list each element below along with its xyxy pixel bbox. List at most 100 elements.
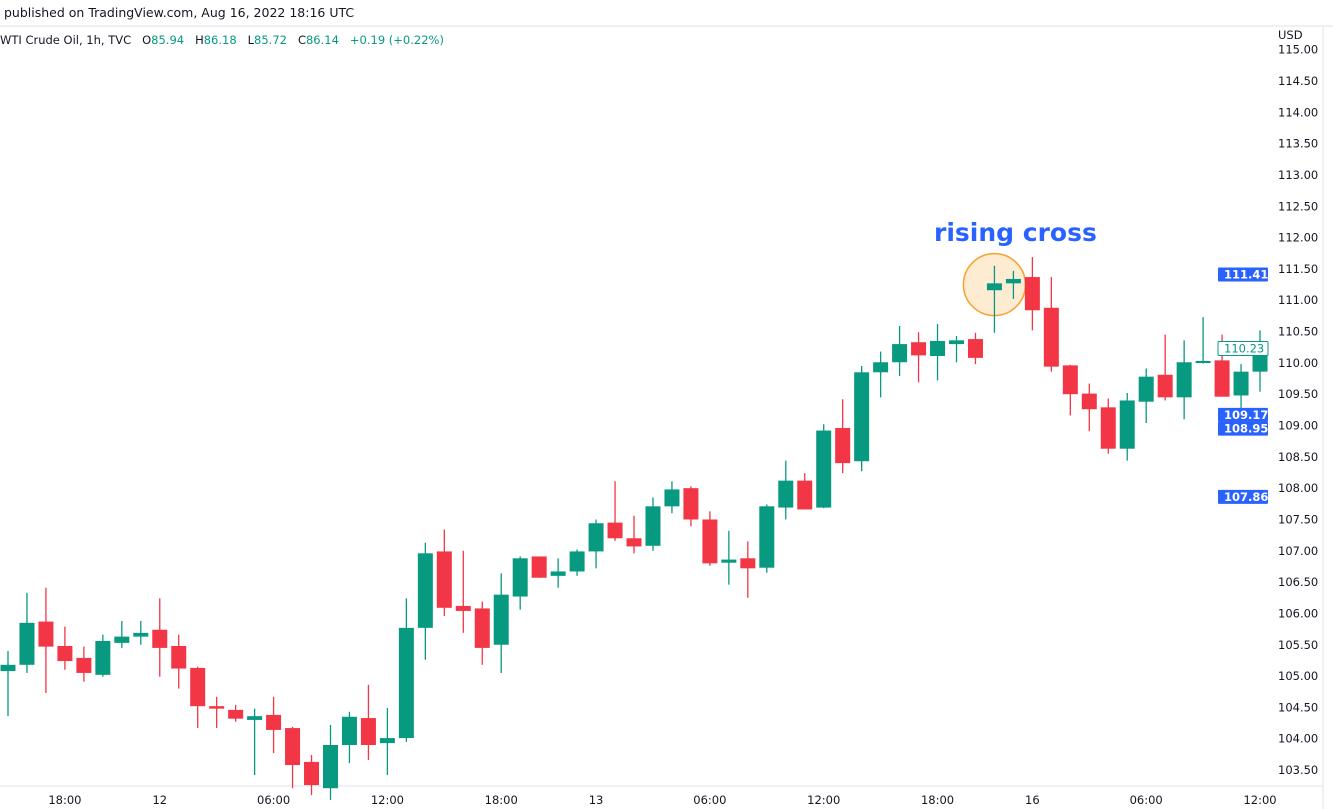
candle: [379, 708, 395, 776]
candle: [1195, 317, 1211, 364]
candle-body: [1043, 307, 1059, 367]
candle: [683, 486, 699, 527]
price-label-text: 107.86: [1224, 490, 1268, 504]
candle: [892, 325, 908, 377]
candle-body: [379, 738, 395, 744]
price-tick-label: 113.50: [1278, 137, 1318, 151]
candle-body: [854, 372, 870, 462]
candle: [835, 399, 851, 474]
candle-body: [304, 761, 320, 786]
currency-label: USD: [1278, 28, 1303, 42]
candle: [247, 708, 263, 776]
candle-body: [247, 716, 263, 720]
candle-body: [588, 523, 604, 552]
candle-body: [1233, 371, 1249, 396]
time-axis[interactable]: 18:00 12 06:00 12:00 18:00 13 06:00 12:00 18:00 1…: [48, 793, 1276, 807]
price-tick-label: 112.50: [1278, 199, 1318, 213]
candle-body: [778, 480, 794, 508]
price-tick-label: 105.00: [1278, 669, 1318, 683]
annotation-text: rising cross: [934, 218, 1097, 247]
candle-body: [683, 488, 699, 520]
candle-body: [57, 646, 73, 662]
candle: [152, 598, 168, 677]
candle: [1176, 340, 1192, 420]
candle-body: [76, 657, 92, 673]
candle-body: [493, 594, 509, 645]
price-tick-label: 111.50: [1278, 262, 1318, 276]
candle: [190, 666, 206, 729]
price-tick-label: 114.50: [1278, 74, 1318, 88]
time-tick-label: 06:00: [257, 793, 290, 807]
candle-body: [360, 718, 376, 745]
price-tick-label: 108.50: [1278, 450, 1318, 464]
candle-body: [95, 641, 111, 675]
candle: [1119, 392, 1135, 461]
candle-body: [417, 553, 433, 628]
price-label: 108.95: [1218, 421, 1268, 436]
candle: [967, 332, 983, 365]
candle-body: [1195, 361, 1211, 364]
price-tick-label: 110.50: [1278, 325, 1318, 339]
candle-body: [892, 344, 908, 363]
open-value: 85.94: [151, 33, 185, 47]
candle-body: [1214, 360, 1230, 397]
candle: [588, 519, 604, 569]
candle-body: [949, 340, 964, 345]
candle: [550, 558, 566, 588]
candle-body: [436, 551, 452, 608]
price-tick-label: 107.50: [1278, 512, 1318, 526]
candle-body: [1024, 277, 1040, 311]
candle: [721, 530, 737, 585]
candle: [1081, 383, 1097, 432]
candle-body: [322, 744, 338, 789]
candle: [209, 696, 225, 729]
time-tick-label: 18:00: [48, 793, 81, 807]
candle: [76, 646, 92, 682]
candle: [854, 366, 870, 472]
close-label: C: [297, 33, 306, 47]
candle-body: [1138, 376, 1154, 402]
time-tick-label: 06:00: [1130, 793, 1163, 807]
candle: [38, 587, 54, 693]
price-label: 110.23: [1217, 340, 1269, 356]
candle-body: [1100, 407, 1116, 449]
candle-body: [228, 709, 244, 719]
price-tick-label: 109.00: [1278, 419, 1318, 433]
candle-body: [740, 558, 756, 569]
top-bar: published on TradingView.com, Aug 16, 20…: [0, 0, 1333, 27]
candle: [341, 711, 357, 764]
price-tick-label: 110.00: [1278, 356, 1318, 370]
candle-body: [626, 538, 642, 547]
candle: [114, 620, 130, 648]
low-value: 85.72: [254, 33, 287, 47]
time-tick-label: 12:00: [371, 793, 404, 807]
candle: [285, 726, 301, 789]
candle: [398, 598, 414, 742]
price-axis[interactable]: 103.50 104.00 104.50 105.00 105.50 106.00 106.…: [1278, 43, 1318, 777]
price-tick-label: 106.50: [1278, 575, 1318, 589]
candle-body: [797, 480, 813, 510]
price-label-text: 110.23: [1224, 341, 1264, 355]
candle-body: [569, 551, 585, 572]
price-label: 107.86: [1218, 489, 1268, 504]
candle: [304, 755, 320, 796]
candle: [949, 335, 964, 363]
price-tick-label: 107.00: [1278, 544, 1318, 558]
price-tick-label: 106.00: [1278, 606, 1318, 620]
high-value: 86.18: [203, 33, 237, 47]
candle: [1100, 398, 1116, 454]
candle: [57, 626, 73, 670]
candle: [512, 556, 528, 610]
candle: [1024, 257, 1040, 331]
price-tick-label: 109.50: [1278, 387, 1318, 401]
candle: [474, 601, 490, 665]
candle-body: [550, 571, 566, 576]
price-label-box: [1218, 421, 1268, 436]
price-tick-label: 105.50: [1278, 638, 1318, 652]
candle-body: [531, 556, 547, 578]
candle: [778, 460, 794, 520]
price-tick-label: 114.00: [1278, 105, 1318, 119]
candle-body: [1157, 374, 1173, 398]
price-tick-label: 112.00: [1278, 231, 1318, 245]
